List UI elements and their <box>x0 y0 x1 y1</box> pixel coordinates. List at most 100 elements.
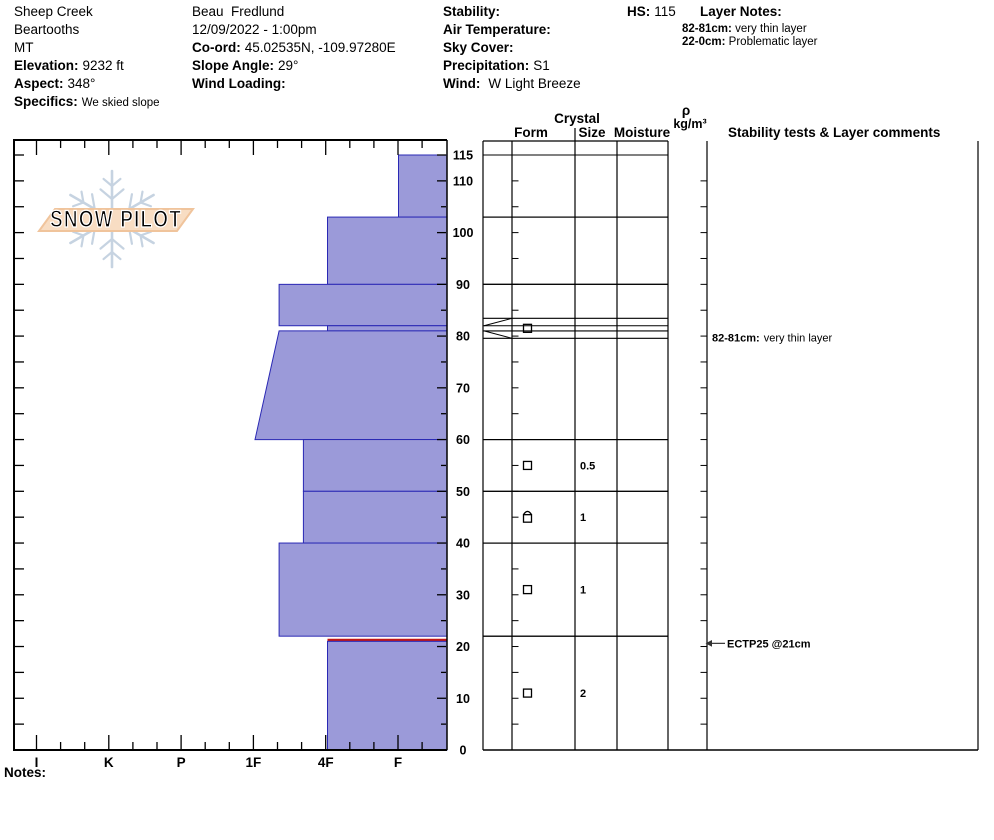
layer-comment: 82-81cm: very thin layer <box>712 332 833 344</box>
precipitation: Precipitation: S1 <box>443 58 550 73</box>
hardness-label: P <box>177 755 186 770</box>
snowflake-branch <box>139 234 144 248</box>
depth-label: 110 <box>453 174 473 188</box>
snowpack-layers <box>254 154 448 751</box>
snow-layer <box>254 330 448 441</box>
critical-layer-line <box>327 638 447 642</box>
notes-label: Notes: <box>4 765 47 780</box>
snowflake-branch <box>102 177 114 188</box>
layer-notes-list: 82-81cm: very thin layer 22-0cm: Problem… <box>682 23 818 48</box>
snowflake-branch <box>99 237 114 250</box>
snow-layer <box>278 542 448 637</box>
layer-note: 22-0cm: Problematic layer <box>682 35 818 48</box>
wind-loading: Wind Loading: <box>192 76 286 91</box>
observation-datetime: 12/09/2022 - 1:00pm <box>192 22 317 37</box>
site-specifics: Specifics: We skied slope <box>14 94 160 109</box>
snow-layer <box>398 154 448 218</box>
stability-test-arrowhead-icon <box>705 639 712 647</box>
snowflake-branch <box>99 188 114 201</box>
snowflake-branch <box>102 250 114 261</box>
layer-comment-range: 82-81cm: <box>712 332 760 344</box>
crystal-size-value: 0.5 <box>580 460 595 472</box>
depth-label: 50 <box>456 485 470 499</box>
layer-table: 0.5 1 1 2 82-81cm: very thin layer ECTP25 @21c… <box>482 140 979 751</box>
conditions-block: Stability: Air Temperature: Sky Cover: P… <box>443 3 581 93</box>
snowpilot-logo-text: SNOW PILOT <box>50 206 182 233</box>
site-name: Sheep Creek <box>14 4 93 19</box>
table-headers: Crystal Form Size Moisture ρ kg/m³ Stabi… <box>514 103 940 141</box>
size-header: Size <box>578 125 606 140</box>
depth-label: 0 <box>460 744 467 758</box>
crystal-size-value: 1 <box>580 585 586 597</box>
snow-layer <box>302 439 448 492</box>
hardness-label: 4F <box>318 755 334 770</box>
thin-layer-fan-line <box>483 330 513 339</box>
hardness-label: I <box>35 755 39 770</box>
snow-profile-chart: SNOW PILOT I K P 1F 4F F 0 10 20 30 40 50 60 70 80 90 1… <box>13 103 979 770</box>
depth-label: 60 <box>456 433 470 447</box>
stability: Stability: <box>443 4 501 19</box>
depth-label: 115 <box>453 149 473 163</box>
depth-label: 90 <box>456 278 470 292</box>
snowflake-branch <box>110 188 125 201</box>
layer-notes-title: Layer Notes: <box>700 4 782 19</box>
site-range: Beartooths <box>14 22 80 37</box>
site-elevation: Elevation: 9232 ft <box>14 58 124 73</box>
snowflake-branch <box>139 230 153 237</box>
crystal-form-facets-icon <box>522 323 533 333</box>
depth-label: 80 <box>456 330 470 344</box>
height-of-snow: HS: 115 <box>627 4 676 19</box>
site-info-block: Sheep Creek Beartooths MT Elevation: 9232… <box>14 3 160 112</box>
depth-label: 30 <box>456 588 470 602</box>
wind: Wind: W Light Breeze <box>443 76 581 91</box>
coordinates: Co-ord: 45.02535N, -109.97280E <box>192 40 396 55</box>
snowflake-branch <box>128 193 134 211</box>
depth-label: 70 <box>456 381 470 395</box>
stability-test-result: ECTP25 @21cm <box>727 638 811 650</box>
crystal-form-rounded-facets-icon <box>522 510 533 516</box>
crystal-form-facets-icon <box>522 688 533 698</box>
depth-label: 10 <box>456 692 470 706</box>
hardness-label: 1F <box>246 755 262 770</box>
snowflake-branch <box>139 201 153 208</box>
depth-label: 40 <box>456 537 470 551</box>
depth-label: 100 <box>453 226 474 240</box>
snowflake-branch <box>80 234 85 248</box>
crystal-form-facets-icon <box>522 460 533 471</box>
snow-layer <box>302 490 448 544</box>
comments-header: Stability tests & Layer comments <box>728 125 940 140</box>
hardness-axis: I K P 1F 4F F <box>35 141 423 770</box>
snowpilot-logo: SNOW PILOT <box>37 169 195 269</box>
moisture-header: Moisture <box>614 125 671 140</box>
slope-angle: Slope Angle: 29° <box>192 58 299 73</box>
depth-axis: 0 10 20 30 40 50 60 70 80 90 100 110 115 <box>15 149 473 758</box>
snowflake-branch <box>110 250 122 261</box>
crystal-header: Crystal <box>554 111 600 126</box>
sky-cover: Sky Cover: <box>443 40 514 55</box>
crystal-size-value: 1 <box>580 512 586 524</box>
site-aspect: Aspect: 348° <box>14 76 96 91</box>
snow-layer <box>327 325 448 332</box>
crystal-form-rounded-facets-icon <box>522 514 533 523</box>
thin-layer-fan-line <box>483 317 513 327</box>
hardness-label: K <box>104 755 114 770</box>
form-header: Form <box>514 125 548 140</box>
site-state: MT <box>14 40 34 55</box>
air-temperature: Air Temperature: <box>443 22 551 37</box>
depth-label: 20 <box>456 640 470 654</box>
observer-info-block: Beau Fredlund 12/09/2022 - 1:00pm Co-ord… <box>192 3 396 93</box>
snowflake-branch <box>80 190 85 204</box>
observer-name: Beau Fredlund <box>192 4 285 19</box>
snow-layer <box>278 283 448 327</box>
snowflake-branch <box>110 177 122 188</box>
layer-note: 82-81cm: very thin layer <box>682 23 807 35</box>
logo-band <box>37 208 195 232</box>
density-units-header: kg/m³ <box>673 117 706 131</box>
crystal-form-facets-icon <box>522 584 533 595</box>
profile-plot-frame <box>13 139 448 751</box>
snowflake-branch <box>110 237 125 250</box>
snow-layer <box>327 216 448 285</box>
snow-layer <box>327 640 448 751</box>
layer-comment-text: very thin layer <box>764 332 833 344</box>
snowflake-branch <box>139 190 144 204</box>
